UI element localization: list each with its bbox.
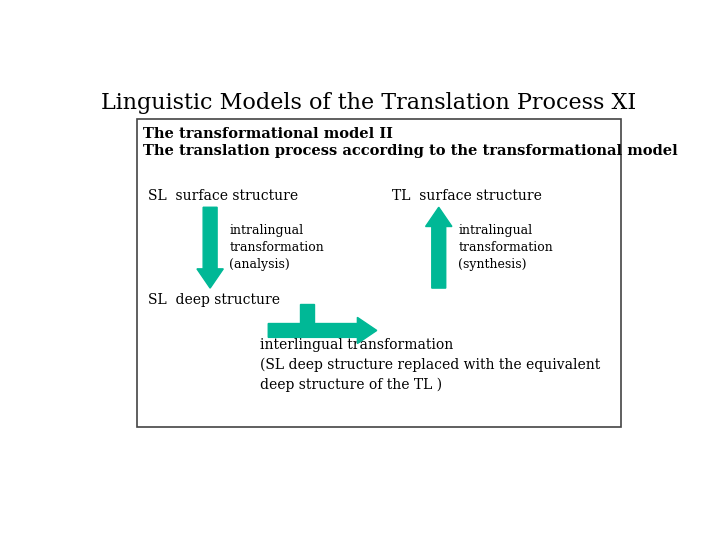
Text: SL  deep structure: SL deep structure [148,293,280,307]
FancyArrow shape [197,207,223,288]
Text: Linguistic Models of the Translation Process XI: Linguistic Models of the Translation Pro… [102,92,636,114]
Text: intralingual
transformation
(analysis): intralingual transformation (analysis) [230,224,324,271]
Bar [300,303,314,330]
Text: interlingual transformation
(SL deep structure replaced with the equivalent
deep: interlingual transformation (SL deep str… [261,338,600,392]
Bar [137,119,621,427]
Text: The translation process according to the transformational model: The translation process according to the… [143,144,678,158]
Text: TL  surface structure: TL surface structure [392,188,542,202]
Text: intralingual
transformation
(synthesis): intralingual transformation (synthesis) [458,224,553,271]
Text: SL  surface structure: SL surface structure [148,188,298,202]
FancyArrow shape [269,318,377,343]
Text: The transformational model II: The transformational model II [143,127,392,141]
FancyArrow shape [426,207,452,288]
